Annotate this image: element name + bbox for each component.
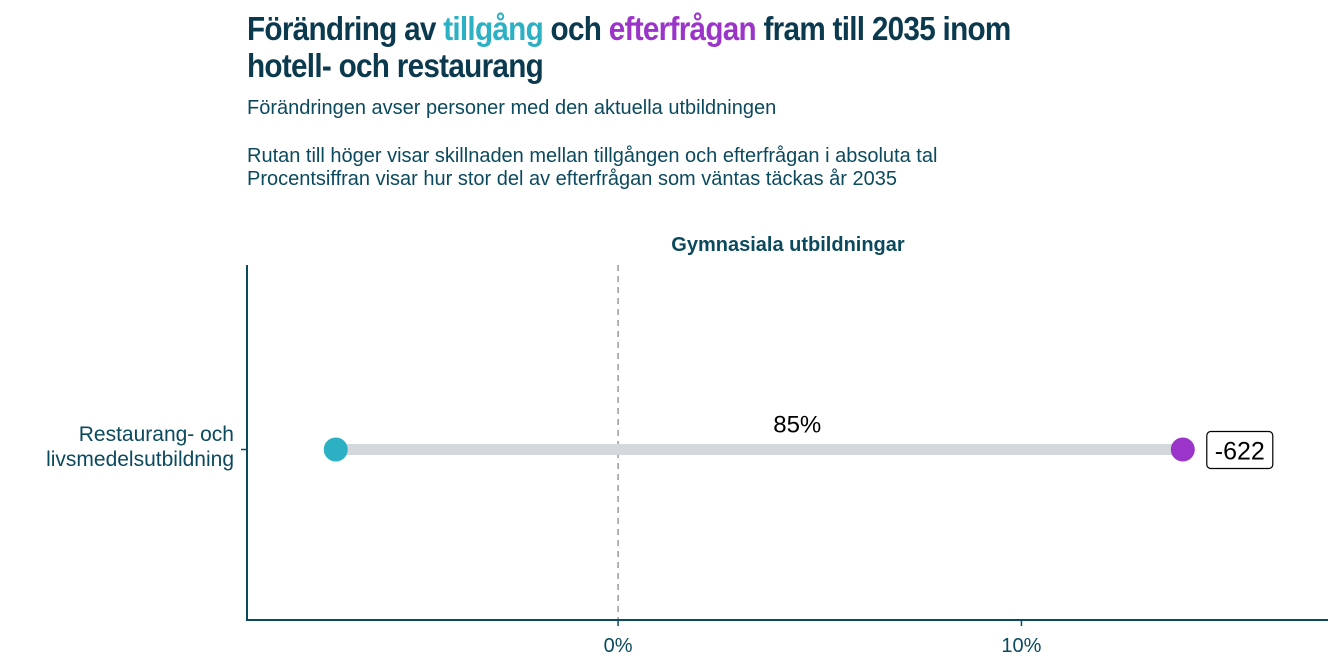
title-part-1: Förändring av <box>247 10 444 47</box>
title-demand-word: efterfrågan <box>608 10 757 47</box>
title-line-2: hotell- och restaurang <box>247 47 544 84</box>
x-tick-label: 0% <box>604 635 633 657</box>
chart-note-2: Procentsiffran visar hur stor del av eft… <box>247 168 897 190</box>
difference-label: -622 <box>1215 438 1265 466</box>
difference-label-box <box>1206 430 1274 470</box>
title-supply-word: tillgång <box>443 10 544 47</box>
demand-point <box>1170 437 1195 462</box>
chart-subtitle: Förändringen avser personer med den aktu… <box>247 97 777 119</box>
title-part-5: fram till 2035 inom <box>755 10 1012 47</box>
coverage-label: 85% <box>773 412 821 439</box>
chart-note-1: Rutan till höger visar skillnaden mellan… <box>247 145 938 167</box>
y-category-label: Restaurang- och <box>79 423 234 446</box>
x-tick-label: 10% <box>1001 635 1041 657</box>
y-category-label: livsmedelsutbildning <box>46 448 234 471</box>
facet-title: Gymnasiala utbildningar <box>671 234 905 256</box>
chart-title: Förändring av tillgång och efterfrågan f… <box>247 10 1057 84</box>
supply-point <box>323 437 348 462</box>
title-part-3: och <box>543 10 609 47</box>
